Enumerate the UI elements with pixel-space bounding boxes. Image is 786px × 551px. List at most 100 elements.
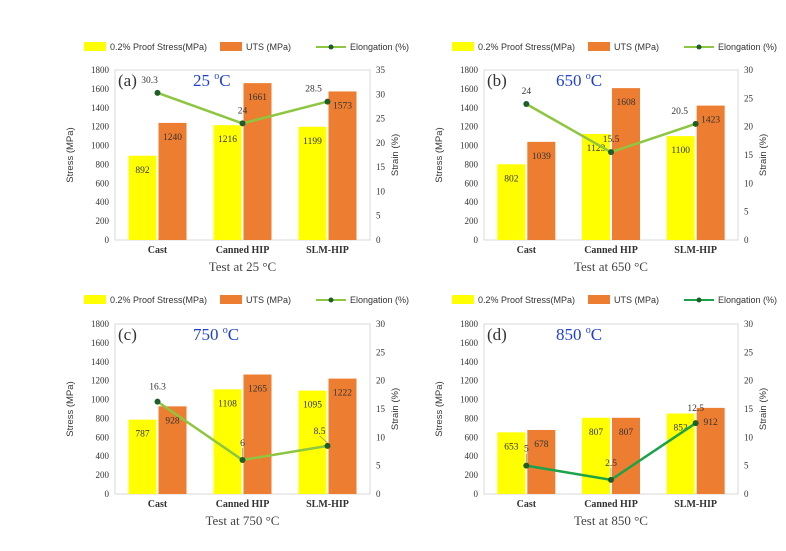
y-tick-label: 0 — [474, 489, 479, 499]
y-tick-label: 600 — [96, 432, 110, 442]
elongation-point — [608, 149, 614, 156]
x-tick-label: Cast — [148, 499, 168, 510]
y-tick-label: 1400 — [91, 103, 110, 113]
y-tick-label: 800 — [96, 413, 110, 423]
y2-tick-label: 30 — [744, 65, 754, 75]
data-label-elongation: 24 — [522, 87, 532, 97]
data-label-proof-stress: 653 — [504, 442, 519, 452]
y-tick-label: 1200 — [460, 376, 479, 386]
legend-label-elongation: Elongation (%) — [350, 42, 409, 52]
x-axis-title: Test at 25 °C — [209, 259, 276, 274]
bar-proof-stress — [128, 155, 157, 240]
y2-tick-label: 35 — [376, 65, 386, 75]
y2-tick-label: 5 — [376, 211, 381, 221]
plot-area — [114, 69, 371, 241]
elongation-point — [692, 120, 699, 127]
y-tick-label: 1200 — [91, 122, 110, 132]
y2-tick-label: 5 — [376, 461, 381, 471]
legend: 0.2% Proof Stress(MPa) UTS (MPa) Elongatio… — [84, 295, 409, 305]
legend-marker-elongation — [328, 44, 334, 50]
x-axis-title: Test at 750 °C — [206, 513, 280, 528]
y2-tick-label: 0 — [376, 489, 381, 499]
data-label-proof-stress: 852 — [674, 424, 689, 434]
y-tick-label: 1000 — [460, 395, 479, 405]
legend-label-elongation: Elongation (%) — [718, 42, 777, 52]
temperature-unit: C — [219, 71, 230, 90]
y2-tick-label: 15 — [744, 404, 754, 414]
x-tick-label: SLM-HIP — [674, 499, 717, 510]
bar-proof-stress — [128, 419, 157, 494]
degree-superscript: o — [214, 71, 219, 82]
legend-label-elongation: Elongation (%) — [718, 295, 777, 305]
data-label-proof-stress: 802 — [504, 174, 519, 184]
data-label-elongation: 6 — [240, 439, 245, 449]
data-label-uts: 1039 — [532, 152, 551, 162]
legend-label-proof-stress: 0.2% Proof Stress(MPa) — [478, 295, 575, 305]
elongation-point — [324, 442, 331, 449]
y2-tick-label: 30 — [376, 89, 386, 99]
y2-tick-label: 30 — [744, 319, 754, 329]
y2-tick-label: 10 — [744, 178, 754, 188]
y-tick-label: 800 — [465, 159, 479, 169]
data-label-proof-stress: 1123 — [587, 144, 606, 154]
bar-proof-stress — [666, 136, 695, 240]
temperature-unit: C — [591, 71, 602, 90]
x-tick-label: Cast — [517, 499, 537, 510]
bar-proof-stress — [582, 417, 610, 494]
y-tick-label: 1800 — [460, 65, 479, 75]
legend-swatch-uts — [220, 295, 242, 304]
elongation-point — [154, 89, 161, 96]
y-tick-label: 600 — [465, 432, 479, 442]
bar-proof-stress — [298, 390, 327, 494]
y-tick-label: 1400 — [460, 103, 479, 113]
y-tick-label: 200 — [96, 470, 110, 480]
data-label-uts: 1573 — [333, 101, 352, 111]
y2-tick-label: 25 — [744, 347, 754, 357]
y-tick-label: 1000 — [460, 141, 479, 151]
y2-tick-label: 25 — [376, 347, 386, 357]
data-label-uts: 1240 — [163, 133, 182, 143]
legend-label-proof-stress: 0.2% Proof Stress(MPa) — [110, 295, 207, 305]
legend-swatch-uts — [220, 42, 242, 51]
y-tick-label: 1600 — [460, 338, 479, 348]
y-tick-label: 0 — [105, 235, 110, 245]
degree-superscript: o — [586, 325, 591, 336]
bar-uts — [612, 88, 640, 240]
x-axis-title: Test at 650 °C — [574, 259, 648, 274]
bar-uts — [243, 83, 272, 240]
bar-proof-stress — [213, 389, 242, 494]
panel-letter: (d) — [487, 325, 507, 344]
chart-panel-d: 0.2% Proof Stress(MPa) UTS (MPa) Elongatio… — [434, 295, 777, 528]
y2-tick-label: 25 — [744, 93, 754, 103]
legend-label-uts: UTS (MPa) — [246, 295, 291, 305]
bar-uts — [243, 374, 272, 494]
y-tick-label: 200 — [96, 216, 110, 226]
legend: 0.2% Proof Stress(MPa) UTS (MPa) Elongatio… — [452, 295, 777, 305]
temperature-value: 850 — [556, 325, 586, 344]
y2-tick-label: 20 — [744, 376, 754, 386]
y2-axis-label: Strain (%) — [758, 388, 769, 430]
elongation-point — [523, 101, 530, 107]
y-axis-label: Stress (MPa) — [65, 381, 76, 436]
degree-superscript: o — [223, 325, 228, 336]
x-tick-label: SLM-HIP — [674, 245, 717, 256]
data-label-proof-stress: 1095 — [303, 401, 322, 411]
temperature-value: 750 — [193, 325, 223, 344]
bar-proof-stress — [213, 125, 242, 240]
data-label-elongation: 30.3 — [141, 76, 158, 86]
panel-letter: (b) — [487, 71, 507, 90]
x-tick-label: Canned HIP — [584, 499, 638, 510]
data-label-elongation: 2.5 — [605, 459, 617, 469]
legend-swatch-proof-stress — [452, 295, 474, 304]
y-tick-label: 400 — [465, 451, 479, 461]
y-tick-label: 1400 — [460, 357, 479, 367]
data-label-proof-stress: 807 — [589, 428, 604, 438]
elongation-point — [692, 420, 699, 427]
panel-letter: (a) — [118, 71, 137, 90]
data-label-uts: 1265 — [248, 385, 267, 395]
data-label-proof-stress: 1199 — [303, 137, 322, 147]
bar-proof-stress — [298, 126, 327, 240]
y-tick-label: 800 — [465, 413, 479, 423]
bar-uts — [158, 406, 187, 494]
panel-temperature-title: 750 oC — [193, 325, 239, 344]
